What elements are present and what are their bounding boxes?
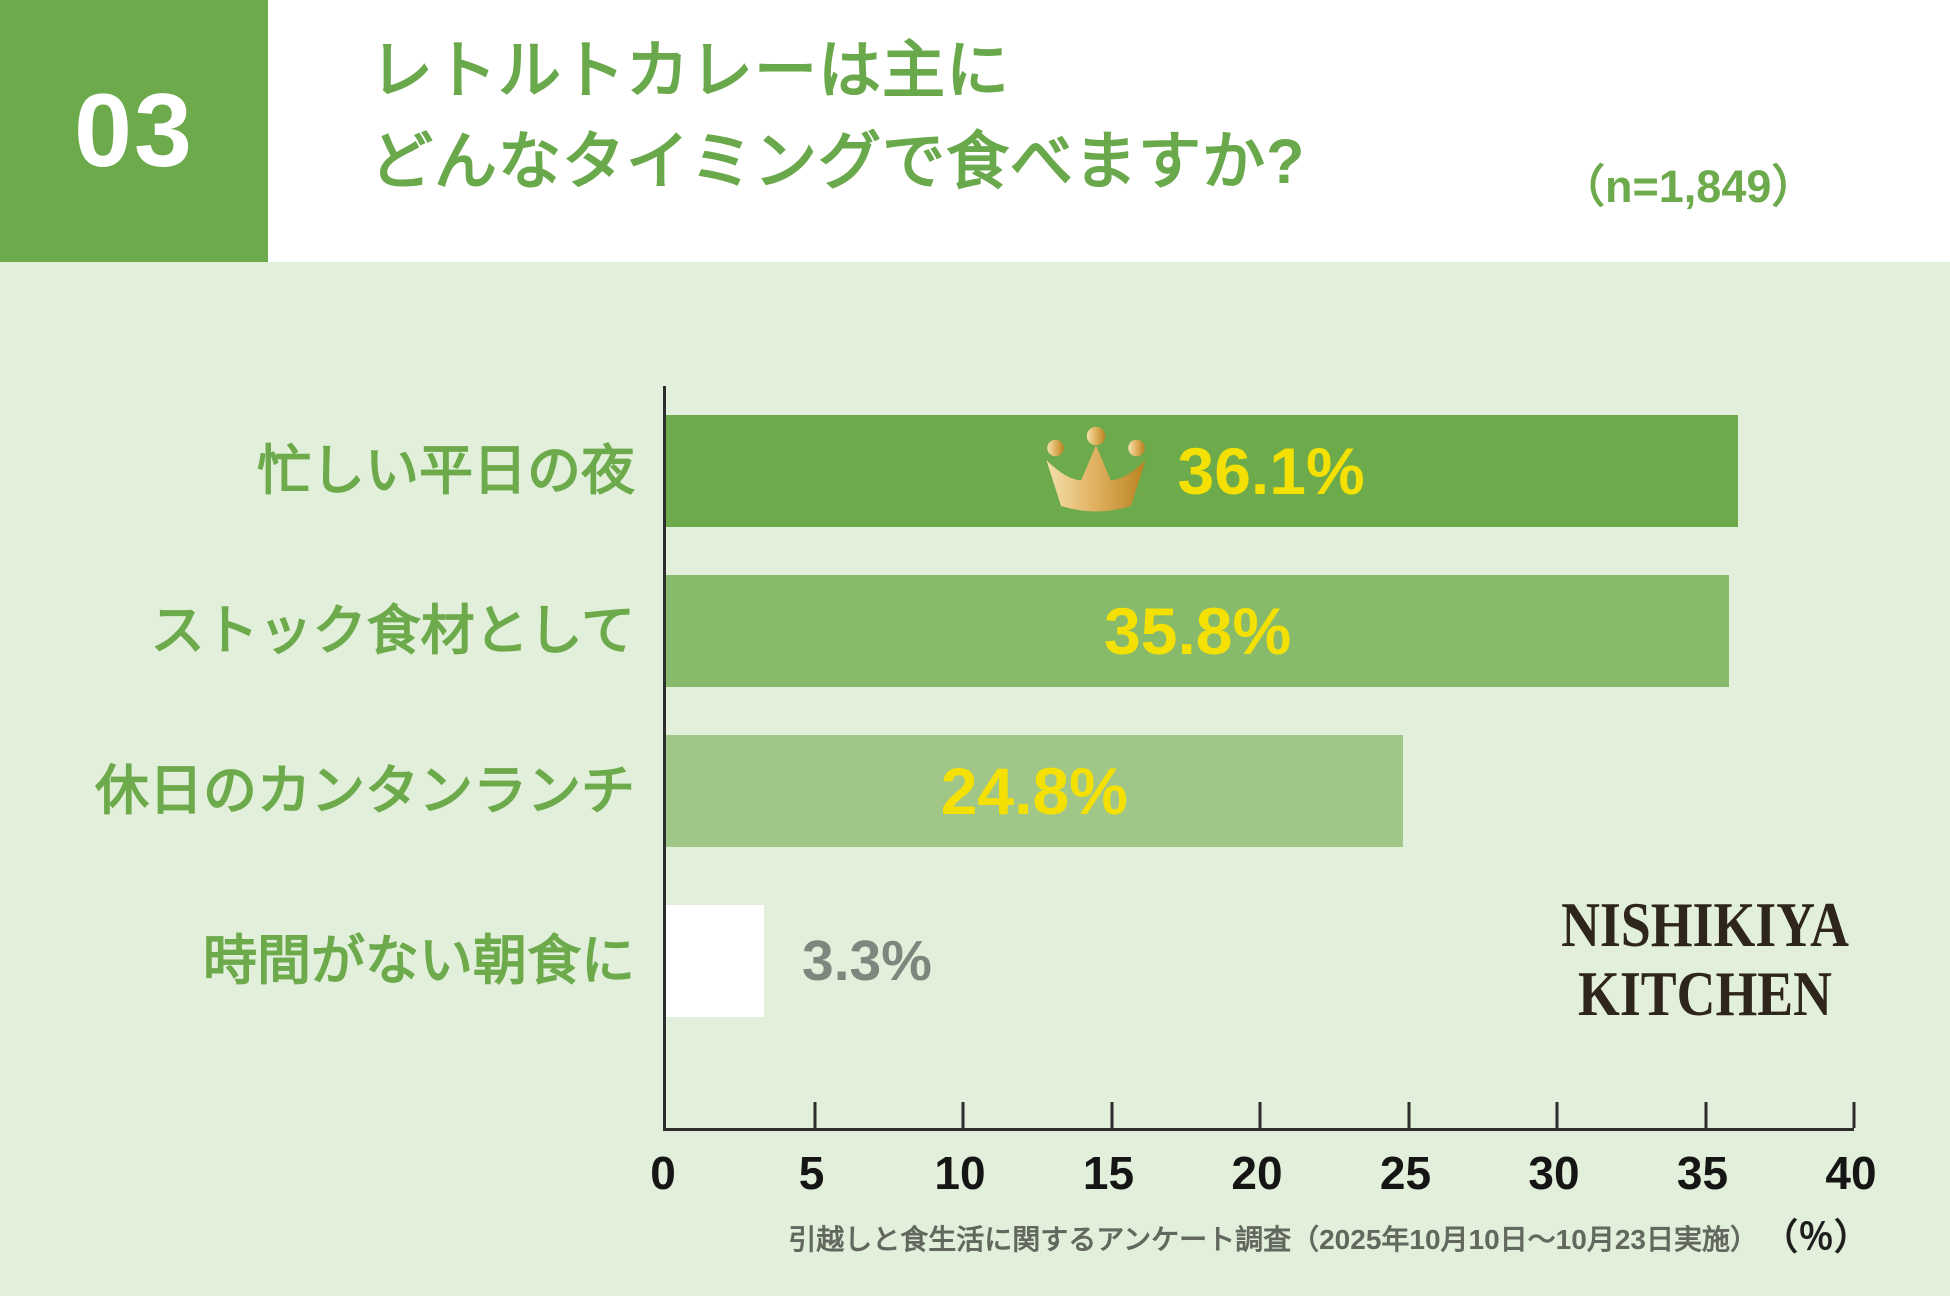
x-tick-label: 20 [1231, 1147, 1283, 1199]
category-label-holiday-lunch: 休日のカンタンランチ [95, 761, 635, 821]
title-line-2: どんなタイミングで食べますか? [370, 127, 1306, 198]
x-axis-tick [1852, 1102, 1856, 1128]
bar-row: 3.3% [666, 905, 1854, 1017]
page-title: レトルトカレーは主に どんなタイミングで食べますか? [370, 26, 1305, 209]
value-label: 3.3% [802, 929, 932, 993]
x-axis-tick [1258, 1102, 1262, 1128]
bar-row: 35.8% [666, 575, 1854, 687]
x-axis-tick [1704, 1102, 1707, 1128]
x-axis-tick-labels: 0 5 10 15 20 25 30 35 40 [650, 1146, 1876, 1206]
category-label-busy-weekday-night: 忙しい平日の夜 [257, 441, 635, 501]
x-axis-tick [813, 1102, 816, 1128]
crown-icon [1045, 426, 1146, 512]
value-label: 36.1% [1177, 434, 1365, 508]
x-tick-label: 0 [650, 1147, 676, 1199]
category-label-stock-food: ストック食材として [150, 601, 635, 661]
value-label: 35.8% [1104, 594, 1292, 668]
bar-busy-weekday-night: 36.1% [666, 415, 1739, 527]
logo-line-2: KITCHEN [1578, 958, 1832, 1030]
logo-line-1: NISHIKIYA [1561, 889, 1849, 960]
title-line-1: レトルトカレーは主に [370, 36, 1010, 106]
footnote: 引越しと食生活に関するアンケート調査（2025年10月10日～10月23日実施）… [788, 1208, 1870, 1260]
bar-no-time-breakfast [666, 905, 764, 1017]
x-tick-label: 5 [798, 1147, 825, 1199]
x-tick-label: 30 [1528, 1147, 1580, 1199]
category-label-no-time-breakfast: 時間がない朝食に [203, 931, 635, 991]
unit-label: （％） [1761, 1216, 1870, 1257]
x-tick-label: 15 [1082, 1147, 1135, 1199]
x-tick-label: 40 [1825, 1147, 1877, 1199]
x-tick-label: 10 [934, 1147, 986, 1199]
sample-size: （n=1,849） [1560, 161, 1817, 212]
x-axis-tick [1555, 1102, 1559, 1128]
bar-holiday-lunch: 24.8% [666, 735, 1403, 847]
bar-row: 36.1% [666, 415, 1854, 527]
question-number-box: 03 [0, 0, 268, 262]
x-tick-label: 25 [1379, 1147, 1432, 1199]
bar-stock-food: 35.8% [666, 575, 1730, 687]
x-axis-tick [1110, 1102, 1113, 1128]
x-axis-tick [961, 1102, 965, 1128]
question-number: 03 [74, 72, 194, 189]
x-axis-tick [1407, 1102, 1410, 1128]
nishikiya-kitchen-logo: NISHIKIYA KITCHEN [1545, 890, 1864, 1028]
header: 03 レトルトカレーは主に どんなタイミングで食べますか? （n=1,849） [0, 0, 1950, 262]
bar-row: 24.8% [666, 735, 1854, 847]
x-tick-label: 35 [1676, 1147, 1729, 1199]
plot-area: 36.1% 35.8% 24.8% 3.3% [663, 386, 1856, 1131]
survey-source: 引越しと食生活に関するアンケート調査（2025年10月10日～10月23日実施） [788, 1224, 1758, 1255]
value-label: 24.8% [940, 754, 1128, 828]
